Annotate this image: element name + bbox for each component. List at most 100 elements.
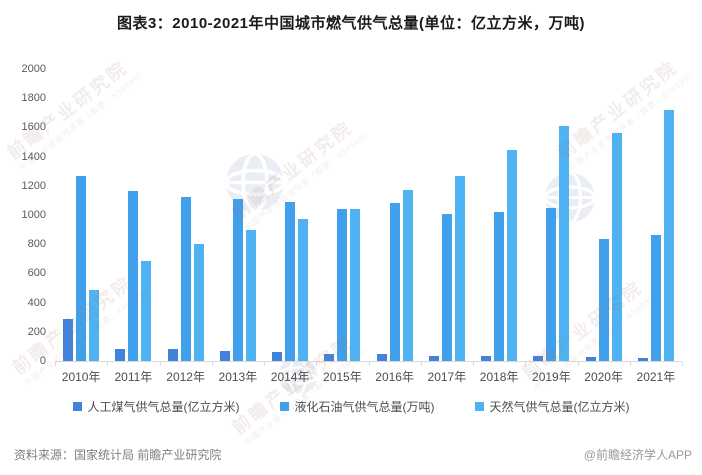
chart-title: 图表3：2010-2021年中国城市燃气供气总量(单位：亿立方米，万吨) [116, 15, 586, 32]
x-axis-tick [368, 362, 370, 366]
bar-2011年-series1 [115, 348, 126, 361]
bar-2014年-series1 [272, 352, 283, 361]
bar-2013年-series2 [232, 198, 243, 361]
x-axis-tick [211, 362, 213, 366]
bar-2013年-series1 [219, 351, 230, 361]
x-axis-label: 2012年 [166, 370, 205, 384]
bar-2015年-series2 [337, 208, 348, 361]
x-axis-label: 2019年 [532, 370, 571, 384]
bar-2010年-series2 [76, 175, 87, 361]
y-axis-label: 2000 [21, 63, 46, 75]
x-axis-tick [629, 362, 631, 366]
x-axis-tick [682, 362, 683, 366]
y-axis-label: 1600 [21, 121, 46, 134]
y-axis-label: 800 [27, 238, 46, 251]
bar-2014年-series2 [285, 202, 296, 361]
bar-2016年-series2 [389, 203, 400, 361]
x-axis-label: 2017年 [427, 370, 467, 384]
bar-2016年-series1 [376, 354, 387, 361]
x-axis-tick [525, 362, 527, 366]
bar-2016年-series3 [402, 189, 413, 361]
y-axis-label: 400 [27, 296, 46, 309]
category-cell-2014年: 2014年 [264, 69, 318, 384]
x-axis-tick [264, 362, 265, 366]
category-cell-2016年: 2016年 [369, 69, 422, 384]
bar-2017年-series3 [454, 176, 465, 361]
bar-2013年-series3 [245, 229, 256, 361]
category-cell-2020年: 2020年 [578, 69, 631, 384]
bar-2020年-series2 [598, 238, 609, 361]
x-axis-label: 2013年 [218, 370, 258, 384]
legend-item-series3: 天然气供气总量(亿立方米) [474, 398, 630, 415]
bar-2020年-series1 [585, 357, 596, 361]
bar-2010年-series3 [89, 289, 100, 361]
x-axis-label: 2011年 [114, 370, 153, 384]
bar-2012年-series3 [193, 244, 204, 361]
bar-2018年-series3 [507, 150, 518, 361]
x-axis-tick [473, 362, 474, 366]
legend-label: 人工煤气供气总量(亿立方米) [87, 400, 240, 414]
bar-2017年-series2 [441, 214, 452, 361]
x-axis-tick [316, 362, 318, 366]
x-axis-label: 2020年 [584, 370, 623, 384]
bar-2021年-series2 [650, 234, 661, 361]
category-cell-2012年: 2012年 [160, 69, 213, 384]
legend-swatch-icon [279, 402, 289, 411]
bar-2020年-series3 [611, 132, 622, 361]
bar-2010年-series1 [63, 318, 74, 361]
y-axis-label: 1400 [21, 150, 46, 163]
x-axis-label: 2021年 [636, 370, 676, 384]
y-axis-label: 200 [27, 325, 46, 338]
source-note: 资料来源：国家统计局 前瞻产业研究院 [14, 448, 222, 462]
y-axis-label: 0 [39, 355, 46, 367]
y-axis-label: 1000 [21, 209, 46, 221]
category-cell-2015年: 2015年 [316, 69, 370, 384]
bar-2019年-series3 [559, 126, 570, 361]
bar-2021年-series1 [637, 357, 648, 361]
x-axis-tick [420, 362, 422, 366]
x-axis-tick [55, 362, 56, 366]
bar-2019年-series1 [533, 356, 544, 361]
y-axis-label: 1200 [21, 179, 46, 192]
x-axis-label: 2015年 [323, 370, 362, 384]
x-axis-tick [159, 362, 161, 366]
brand-credit: @前瞻经济学人APP [583, 448, 692, 462]
x-axis-label: 2010年 [61, 370, 101, 384]
y-axis-label: 600 [27, 267, 46, 280]
category-cell-2018年: 2018年 [473, 69, 527, 384]
x-axis-label: 2014年 [270, 370, 310, 384]
category-cell-2010年: 2010年 [55, 69, 109, 384]
legend-item-series2: 液化石油气供气总量(万吨) [279, 398, 435, 415]
legend-label: 天然气供气总量(亿立方米) [489, 400, 630, 414]
bar-chart: 2010年 2011年 2012年 2013年 2014年 2015年 2016年 2017年… [0, 55, 702, 385]
legend-label: 液化石油气供气总量(万吨) [294, 400, 435, 414]
x-axis-tick [107, 362, 109, 366]
legend-swatch-icon [474, 402, 484, 411]
bar-2011年-series2 [128, 190, 139, 361]
legend: 人工煤气供气总量(亿立方米) 液化石油气供气总量(万吨) 天然气供气总量(亿立方米) [0, 398, 702, 415]
legend-swatch-icon [72, 402, 82, 411]
bar-2021年-series3 [663, 109, 674, 361]
category-cell-2017年: 2017年 [421, 69, 474, 384]
category-cell-2019年: 2019年 [525, 69, 579, 384]
bar-2018年-series1 [481, 356, 492, 361]
bar-2012年-series2 [180, 197, 191, 361]
category-cell-2021年: 2021年 [630, 69, 683, 384]
bar-2012年-series1 [167, 349, 178, 361]
category-cell-2011年: 2011年 [107, 69, 161, 384]
x-axis-tick [577, 362, 579, 366]
bar-2015年-series1 [324, 353, 335, 361]
bar-2017年-series1 [428, 356, 439, 361]
bar-2015年-series3 [350, 209, 361, 361]
category-cell-2013年: 2013年 [212, 69, 265, 384]
bar-2018年-series2 [494, 211, 505, 361]
y-axis-label: 1800 [21, 92, 46, 105]
bar-2014年-series3 [298, 219, 309, 361]
bar-2019年-series2 [546, 208, 557, 361]
x-axis-label: 2018年 [479, 370, 519, 384]
bar-2011年-series3 [141, 261, 152, 361]
x-axis-label: 2016年 [375, 370, 414, 384]
legend-item-series1: 人工煤气供气总量(亿立方米) [72, 398, 240, 415]
plot-area: 2010年 2011年 2012年 2013年 2014年 2015年 2016年 2017年… [55, 69, 683, 384]
